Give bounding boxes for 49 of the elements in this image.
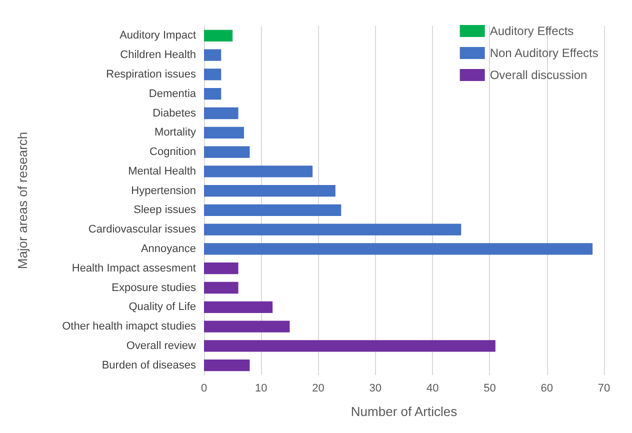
x-tick-label: 20 [312, 382, 324, 394]
bar [204, 301, 273, 313]
bar [204, 146, 250, 158]
y-tick-label: Mental Health [128, 165, 196, 178]
y-tick-label: Exposure studies [112, 282, 196, 294]
bar [204, 243, 593, 255]
bar [204, 320, 290, 332]
legend-label: Overall discussion [490, 68, 588, 82]
y-tick-label: Other health imapct studies [62, 320, 196, 333]
bar [204, 359, 250, 372]
y-tick-label: Cardiovascular issues [88, 224, 196, 236]
x-tick-label: 60 [540, 382, 553, 394]
x-tick-label: 70 [598, 382, 610, 394]
y-tick-label: Burden of diseases [102, 359, 196, 372]
legend-label: Non Auditory Effects [490, 46, 598, 60]
x-tick-label: 0 [200, 382, 208, 394]
y-tick-label: Mortality [154, 126, 196, 139]
bar [204, 184, 336, 197]
bar [204, 68, 222, 80]
y-tick-label: Diabetes [152, 107, 196, 120]
y-tick-label: Annoyance [140, 242, 196, 255]
bar [204, 282, 238, 294]
bar [204, 204, 342, 216]
y-tick-label: Cognition [150, 146, 196, 158]
bar [204, 262, 238, 274]
x-tick-label: 10 [255, 382, 268, 394]
bar [204, 49, 222, 61]
x-tick-label: 30 [369, 382, 382, 394]
y-tick-label: Dementia [148, 88, 197, 100]
bar [204, 126, 244, 138]
legend-label: Auditory Effects [490, 24, 574, 38]
x-tick-label: 50 [484, 382, 496, 394]
y-tick-label: Auditory Impact [120, 30, 196, 42]
bar [204, 340, 496, 352]
bar [204, 30, 233, 42]
y-tick-label: Children Health [120, 49, 196, 62]
y-tick-label: Overall review [126, 340, 196, 352]
bar [204, 107, 238, 120]
bar [204, 166, 313, 178]
y-tick-label: Sleep issues [134, 204, 196, 216]
bar [204, 224, 462, 236]
y-tick-label: Hypertension [131, 184, 196, 197]
y-tick-label: Health Impact assesment [72, 262, 196, 274]
y-tick-label: Quality of Life [128, 301, 196, 314]
bar [204, 88, 222, 100]
x-tick-label: 40 [426, 382, 439, 394]
y-axis-title: Major areas of research [15, 132, 30, 270]
y-tick-label: Respiration issues [106, 68, 196, 80]
x-axis-title: Number of Articles [350, 404, 458, 419]
